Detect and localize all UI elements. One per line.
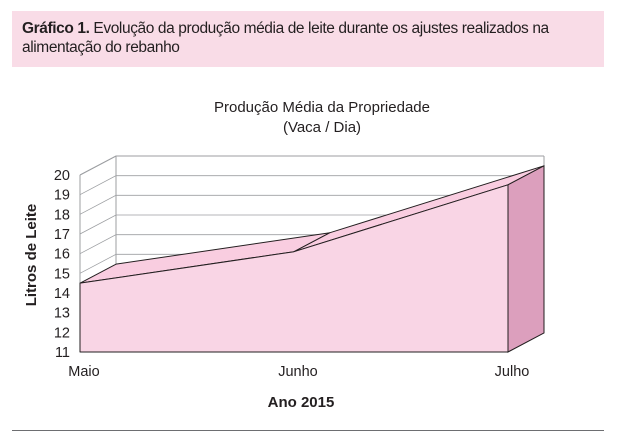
area-front-face xyxy=(79,184,509,353)
y-tick-label: 19 xyxy=(54,188,70,204)
grid-top-edge xyxy=(79,155,544,176)
figure-caption: Gráfico 1. Evolução da produção média de… xyxy=(22,19,592,57)
y-tick-label: 15 xyxy=(54,266,70,282)
y-tick-label: 17 xyxy=(54,227,70,243)
y-tick-label: 16 xyxy=(54,247,70,263)
gridline xyxy=(79,155,544,176)
gridline xyxy=(79,194,544,215)
area-side-face xyxy=(507,165,545,353)
caption-label: Gráfico 1. xyxy=(22,20,90,37)
caption-box: Gráfico 1. Evolução da produção média de… xyxy=(12,11,604,67)
y-tick-label: 14 xyxy=(54,286,70,302)
y-tick-label: 20 xyxy=(54,168,70,184)
x-axis-label: Ano 2015 xyxy=(268,394,335,411)
x-tick-label: Maio xyxy=(68,364,99,380)
bottom-rule xyxy=(12,430,604,431)
chart-title-line1: Produção Média da Propriedade xyxy=(214,99,430,116)
series-area xyxy=(79,165,545,353)
caption-text: Evolução da produção média de leite dura… xyxy=(22,20,549,56)
y-tick-label: 11 xyxy=(55,345,70,361)
chart-title-line2: (Vaca / Dia) xyxy=(283,119,361,136)
x-tick-label: Julho xyxy=(495,364,530,380)
x-axis-ticks: Maio Junho Julho xyxy=(68,364,529,380)
gridline xyxy=(79,175,544,196)
y-tick-label: 18 xyxy=(54,207,70,223)
y-axis-ticks: 11 12 13 14 15 16 17 18 19 20 xyxy=(54,168,70,361)
y-tick-label: 13 xyxy=(54,306,70,322)
x-tick-label: Junho xyxy=(278,364,318,380)
y-axis-label: Litros de Leite xyxy=(23,204,40,307)
y-tick-label: 12 xyxy=(54,325,70,341)
